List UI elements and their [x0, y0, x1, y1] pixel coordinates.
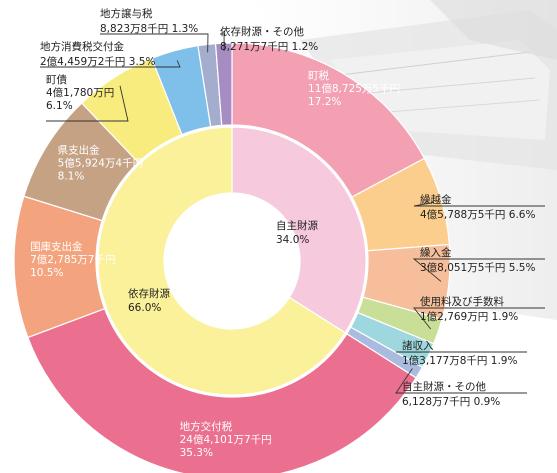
leader-2: [412, 258, 545, 282]
leader-5: [395, 368, 527, 394]
leader-11: [100, 33, 209, 53]
inner-label-1: 依存財源 66.0%: [128, 287, 170, 314]
inner-ring: [97, 126, 367, 396]
outer-slice-12: [214, 42, 233, 127]
label-0: 町税 11億8,725万5千円 17.2%: [308, 69, 400, 108]
donut-hole: [164, 193, 300, 329]
label-12: 依存財源・その他 8,271万7千円 1.2%: [220, 25, 318, 53]
label-1: 繰越金 4億5,788万5千円 6.6%: [420, 193, 535, 221]
label-3: 使用料及び手数料 1億2,769万円 1.9%: [420, 295, 518, 323]
outer-slice-6: [27, 307, 417, 473]
label-2: 繰入金 3億8,051万5千円 5.5%: [420, 246, 535, 274]
label-4: 諸収入 1億3,177万8千円 1.9%: [402, 339, 517, 367]
outer-ring: [13, 42, 451, 473]
inner-label-0: 自主財源 34.0%: [276, 219, 318, 246]
leader-10: [40, 60, 181, 68]
leader-9: [46, 85, 129, 122]
slice-labels: 町税 11億8,725万5千円 17.2% 地方交付税 24億4,101万7千円 35.3…: [30, 7, 535, 459]
label-11: 地方譲与税 8,823万8千円 1.3%: [100, 7, 198, 35]
label-5: 自主財源・その他 6,128万7千円 0.9%: [402, 380, 500, 408]
leader-12: [220, 33, 225, 52]
label-6: 地方交付税 24億4,101万7千円 35.3%: [180, 420, 272, 459]
label-7: 国庫支出金 7億2,785万7千円 10.5%: [30, 240, 115, 279]
leader-1: [413, 201, 545, 207]
leader-3: [413, 307, 545, 330]
label-10: 地方消費税交付金 2億4,459万2千円 3.5%: [40, 40, 155, 68]
label-8: 県支出金 5億5,924万4千円 8.1%: [58, 144, 143, 183]
leader-lines: [40, 33, 545, 394]
label-9: 町債 4億1,780万円 6.1%: [46, 73, 114, 112]
